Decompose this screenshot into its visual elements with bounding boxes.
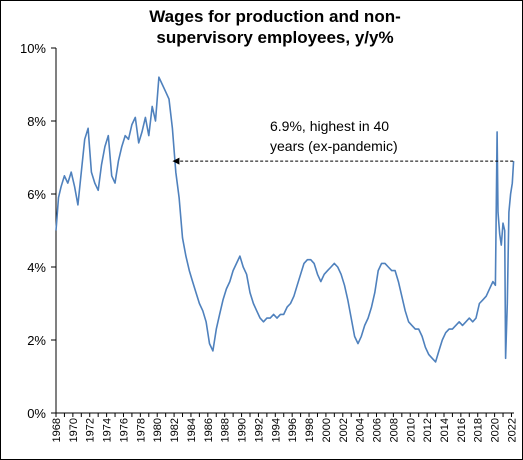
x-tick-label: 1998 — [304, 418, 316, 442]
series-line — [55, 76, 515, 363]
y-tick-label: 8% — [27, 114, 46, 129]
x-tick-label: 1988 — [220, 418, 232, 442]
x-tick-label: 2004 — [355, 418, 367, 442]
y-tick-label: 2% — [27, 333, 46, 348]
x-tick-label: 2002 — [338, 418, 350, 442]
x-tick-label: 1996 — [287, 418, 299, 442]
x-tick-label: 2006 — [372, 418, 384, 442]
x-tick-label: 1978 — [135, 418, 147, 442]
annotation-arrow-head — [172, 157, 180, 165]
x-axis-ticks: 1968 1970 1972 1974 1976 1978 1980 1982 1984 1986… — [51, 413, 518, 442]
y-tick-label: 10% — [20, 41, 46, 56]
x-tick-label: 1992 — [253, 418, 265, 442]
x-tick-label: 2020 — [490, 418, 502, 442]
x-tick-label: 1974 — [102, 418, 114, 442]
x-tick-label: 1968 — [51, 418, 63, 442]
x-tick-label: 1986 — [203, 418, 215, 442]
x-tick-label: 1984 — [186, 418, 198, 442]
axes — [55, 48, 514, 414]
x-tick-label: 2014 — [439, 418, 451, 442]
x-tick-label: 1982 — [169, 418, 181, 442]
annotation: 6.9%, highest in 40 years (ex-pandemic) — [172, 118, 514, 165]
chart-title-line-2: supervisory employees, y/y% — [156, 28, 394, 47]
y-tick-label: 0% — [27, 406, 46, 421]
annotation-text-line: years (ex-pandemic) — [270, 138, 398, 154]
x-tick-label: 1970 — [68, 418, 80, 442]
x-tick-label: 2012 — [422, 418, 434, 442]
series-group — [55, 76, 515, 363]
chart-title-line-1: Wages for production and non- — [149, 7, 401, 26]
x-tick-label: 2000 — [321, 418, 333, 442]
x-tick-label: 2008 — [388, 418, 400, 442]
y-axis-ticks: 0% 2% 4% 6% 8% 10% — [20, 41, 56, 421]
y-tick-label: 4% — [27, 260, 46, 275]
x-tick-label: 1976 — [118, 418, 130, 442]
annotation-text-line: 6.9%, highest in 40 — [270, 118, 389, 134]
x-tick-label: 2022 — [506, 418, 518, 442]
x-tick-label: 1994 — [270, 418, 282, 442]
x-tick-label: 1972 — [85, 418, 97, 442]
x-tick-label: 2018 — [473, 418, 485, 442]
x-tick-label: 1990 — [237, 418, 249, 442]
y-tick-label: 6% — [27, 187, 46, 202]
x-tick-label: 2016 — [456, 418, 468, 442]
chart-title: Wages for production and non- supervisor… — [100, 6, 450, 48]
x-tick-label: 2010 — [405, 418, 417, 442]
x-tick-label: 1980 — [152, 418, 164, 442]
